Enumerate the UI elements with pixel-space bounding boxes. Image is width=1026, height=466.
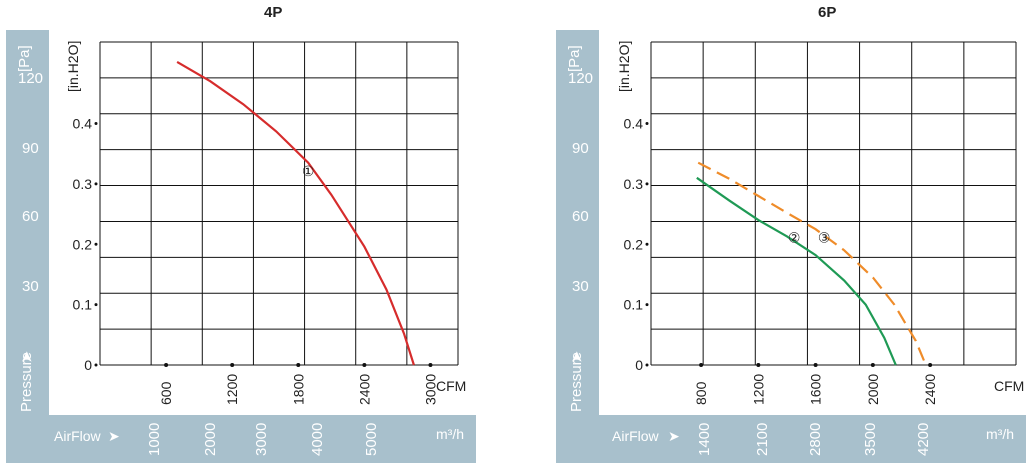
chart-panel-4p: 4P [Pa] 120 90 60 30 ➤ Pressure AirFlow … bbox=[6, 0, 476, 466]
chart-panel-6p: 6P [Pa] 120 90 60 30 ➤ Pressure AirFlow … bbox=[556, 0, 1026, 466]
airflow-arrow-icon: ➤ bbox=[108, 428, 120, 444]
cfm-tick-label: 2400 bbox=[356, 374, 372, 405]
pa-tick: 90 bbox=[572, 140, 589, 157]
inh2o-tick-label: 0 bbox=[635, 357, 643, 373]
cfm-unit-label: CFM bbox=[994, 378, 1024, 394]
tick-dot bbox=[645, 182, 649, 186]
tick-dot bbox=[94, 242, 98, 246]
cfm-tick-label: 1600 bbox=[808, 374, 824, 405]
pa-tick: 60 bbox=[22, 208, 39, 225]
pressure-sidebar bbox=[556, 30, 599, 463]
tick-dot bbox=[756, 363, 761, 367]
tick-dot bbox=[94, 122, 98, 126]
tick-dot bbox=[870, 363, 875, 367]
inh2o-tick-label: 0.3 bbox=[73, 176, 93, 192]
cfm-tick-label: 1200 bbox=[224, 374, 240, 405]
series-marker-label: ① bbox=[302, 163, 315, 179]
series-line bbox=[697, 161, 927, 366]
pa-tick: 90 bbox=[22, 140, 39, 157]
pa-tick: 30 bbox=[572, 278, 589, 295]
tick-dot bbox=[645, 242, 649, 246]
cfm-unit-label: CFM bbox=[436, 378, 466, 394]
cfm-tick-label: 800 bbox=[693, 381, 709, 405]
tick-dot bbox=[813, 363, 818, 367]
cfm-tick-label: 600 bbox=[158, 381, 174, 405]
tick-dot bbox=[94, 363, 98, 367]
pressure-sidebar bbox=[6, 30, 49, 463]
inh2o-unit-label: [in.H2O] bbox=[616, 41, 632, 92]
cfm-tick-label: 2400 bbox=[922, 374, 938, 405]
inh2o-unit-label: [in.H2O] bbox=[65, 41, 81, 92]
pa-tick: 120 bbox=[18, 70, 44, 87]
tick-dot bbox=[645, 303, 649, 307]
cfm-tick-label: 1200 bbox=[750, 374, 766, 405]
inh2o-tick-label: 0.2 bbox=[73, 236, 93, 252]
tick-dot bbox=[428, 363, 433, 367]
airflow-bar bbox=[6, 415, 476, 463]
pa-tick: 120 bbox=[568, 70, 594, 87]
tick-dot bbox=[699, 363, 704, 367]
inh2o-tick-label: 0.1 bbox=[73, 297, 93, 313]
tick-dot bbox=[645, 122, 649, 126]
cfm-tick-label: 3000 bbox=[422, 374, 438, 405]
pa-tick: 30 bbox=[22, 278, 39, 295]
plot-area: 0.4 0.3 0.2 0.1 0 [in.H2O] 600 1200 1800 2400 3000… bbox=[65, 41, 466, 405]
m3h-unit: m³/h bbox=[436, 426, 464, 442]
inh2o-tick-label: 0 bbox=[84, 357, 92, 373]
tick-dot bbox=[362, 363, 367, 367]
cfm-tick-label: 1800 bbox=[290, 374, 306, 405]
inh2o-tick-label: 0.4 bbox=[624, 116, 644, 132]
tick-dot bbox=[296, 363, 301, 367]
inh2o-tick-label: 0.1 bbox=[624, 297, 644, 313]
inh2o-tick-label: 0.3 bbox=[624, 176, 644, 192]
airflow-arrow-icon: ➤ bbox=[668, 428, 680, 444]
inh2o-tick-label: 0.2 bbox=[624, 236, 644, 252]
tick-dot bbox=[230, 363, 235, 367]
series-marker-label: ② bbox=[788, 229, 801, 245]
tick-dot bbox=[94, 182, 98, 186]
series-marker-label: ③ bbox=[818, 229, 831, 245]
series-line bbox=[696, 176, 897, 366]
inh2o-tick-label: 0.4 bbox=[73, 116, 93, 132]
chart-title: 4P bbox=[264, 4, 283, 21]
plot-area: 0.4 0.3 0.2 0.1 0 [in.H2O] 800 1200 1600 2000 2400… bbox=[616, 41, 1024, 405]
tick-dot bbox=[94, 303, 98, 307]
airflow-label: AirFlow bbox=[612, 428, 659, 444]
m3h-unit: m³/h bbox=[986, 426, 1014, 442]
airflow-label: AirFlow bbox=[54, 428, 101, 444]
tick-dot bbox=[645, 363, 649, 367]
pa-tick: 60 bbox=[572, 208, 589, 225]
airflow-bar bbox=[556, 415, 1026, 463]
series-line bbox=[176, 60, 415, 366]
tick-dot bbox=[164, 363, 169, 367]
tick-dot bbox=[928, 363, 933, 367]
chart-title: 6P bbox=[818, 4, 837, 21]
cfm-tick-label: 2000 bbox=[865, 374, 881, 405]
